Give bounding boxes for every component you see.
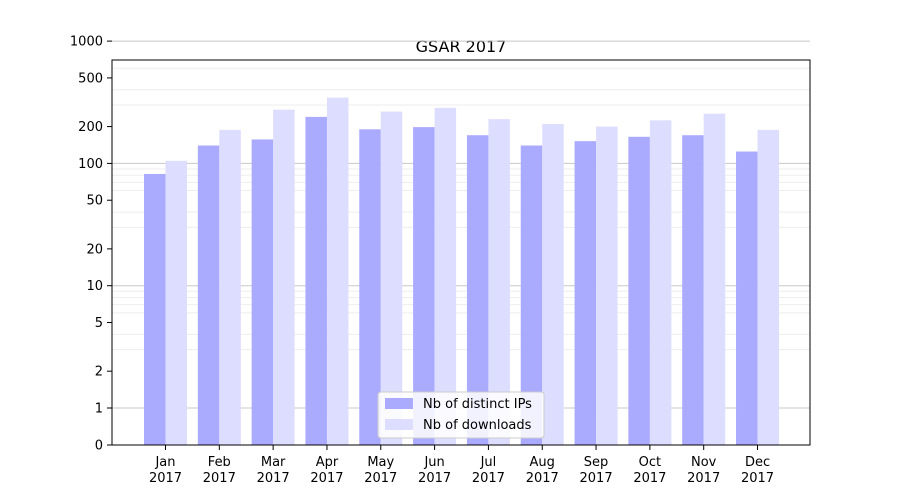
x-tick-label-year: 2017 [633,471,666,486]
x-tick-label-year: 2017 [149,471,182,486]
x-tick-label-month: Jul [480,455,497,470]
chart-title: GSAR 2017 [416,37,507,56]
bar-distinct-ips [197,145,220,445]
x-tick-label-year: 2017 [418,471,451,486]
x-tick-label-year: 2017 [687,471,720,486]
x-tick-label-month: Oct [639,455,661,470]
x-tick-label-year: 2017 [526,471,559,486]
x-tick-label-month: Nov [691,455,717,470]
x-tick-label-month: Dec [745,455,770,470]
y-tick-label: 10 [86,279,103,294]
bar-distinct-ips [413,127,435,445]
y-tick-label: 1000 [70,35,103,50]
x-tick-label-month: Jan [154,455,175,470]
x-tick-label-year: 2017 [472,471,505,486]
legend-box [377,391,545,439]
bar-downloads [165,160,187,446]
y-tick-label: 2 [95,365,103,380]
bar-downloads [273,109,295,445]
x-tick-label-month: Mar [261,455,286,470]
bar-distinct-ips [682,135,704,445]
x-tick-label-month: May [367,455,394,470]
bar-distinct-ips [628,136,650,446]
y-tick-label: 0 [95,439,103,454]
legend-label: Nb of downloads [423,418,532,433]
bar-distinct-ips [359,129,381,445]
y-axis: 0 1 2 5 10 20 50 100 200 500 1000 [70,35,112,454]
legend: Nb of distinct IPs Nb of downloads [377,391,545,439]
x-tick-label-month: Aug [530,455,555,470]
x-tick-label-year: 2017 [741,471,774,486]
bar-downloads [703,113,726,445]
x-tick-label-year: 2017 [257,471,290,486]
y-tick-label: 100 [78,157,103,172]
x-axis: Jan2017Feb2017Mar2017Apr2017May2017Jun20… [149,445,774,486]
bar-downloads [488,119,510,446]
bars [144,97,780,446]
bar-distinct-ips [466,135,489,445]
y-tick-label: 20 [86,242,103,257]
y-tick-label: 200 [78,120,103,135]
y-tick-label: 5 [95,316,103,331]
bar-distinct-ips [144,173,166,446]
x-tick-label-month: Apr [316,455,339,470]
x-tick-label-year: 2017 [310,471,343,486]
y-tick-label: 50 [86,194,103,209]
x-tick-label-year: 2017 [580,471,613,486]
bar-downloads [542,123,564,445]
bar-distinct-ips [574,141,597,445]
x-tick-label-month: Jun [423,455,444,470]
bar-downloads [649,120,672,446]
x-tick-label-month: Sep [584,455,609,470]
bar-downloads [434,107,457,446]
bar-distinct-ips [736,151,758,445]
bar-downloads [219,129,241,446]
legend-swatch [385,419,413,430]
x-tick-label-month: Feb [208,455,231,470]
bar-distinct-ips [251,139,274,445]
plot-frame [111,59,811,446]
bar-distinct-ips [520,145,543,445]
legend-swatch [385,398,413,409]
bar-downloads [326,97,349,445]
y-tick-label: 500 [78,71,103,86]
bar-distinct-ips [305,116,327,446]
x-tick-label-year: 2017 [203,471,236,486]
bar-downloads [596,126,618,445]
bar-downloads [757,129,780,446]
x-tick-label-year: 2017 [364,471,397,486]
legend-label: Nb of distinct IPs [423,397,532,412]
bar-downloads [380,111,403,446]
y-tick-label: 1 [95,402,103,417]
